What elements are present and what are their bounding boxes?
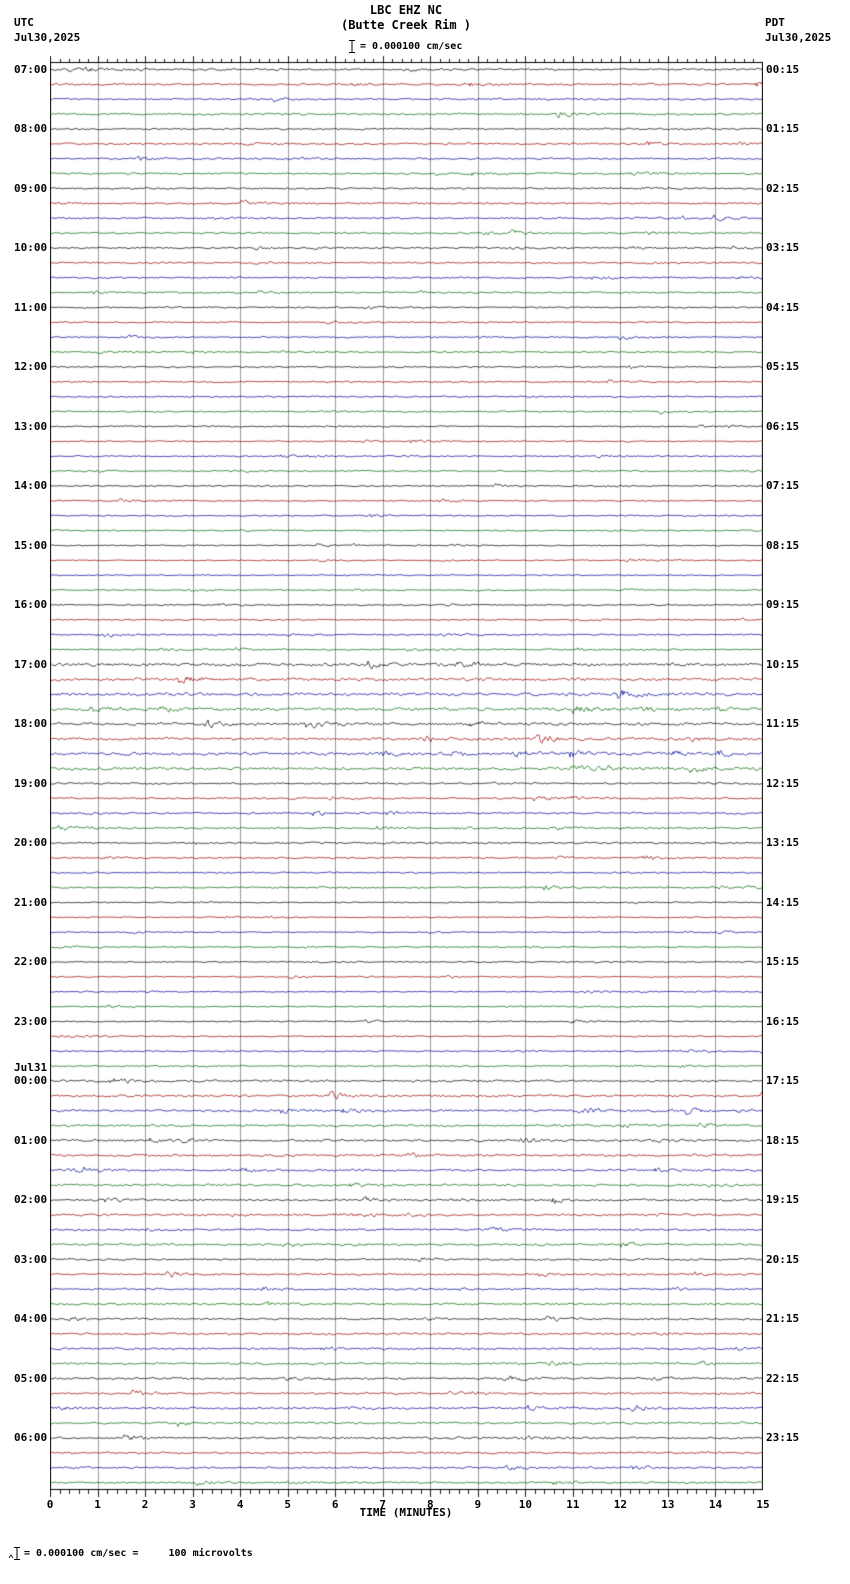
pdt-time-label: 20:15 [766,1252,800,1266]
utc-time-label: 13:00 [14,419,48,433]
utc-time-label: 05:00 [14,1371,48,1385]
amplitude-scale-header: = 0.000100 cm/sec [348,39,462,54]
utc-time-label: 08:00 [14,122,48,136]
utc-time-label: 19:00 [14,776,48,790]
x-tick-label: 2 [141,1498,149,1511]
amplitude-scale-footer: = 0.000100 cm/sec = 100 microvolts [8,1546,253,1561]
pdt-time-label: 19:15 [766,1193,800,1207]
x-axis-label: TIME (MINUTES) [359,1506,453,1519]
pdt-time-label: 16:15 [766,1014,800,1028]
x-tick-label: 12 [613,1498,628,1511]
utc-time-label: 10:00 [14,241,48,255]
x-tick-label: 14 [708,1498,723,1511]
pdt-time-label: 13:15 [766,836,800,850]
scale-bar-icon [349,40,355,53]
utc-time-label: 11:00 [14,300,48,314]
utc-time-label: 15:00 [14,538,48,552]
pdt-time-label: 09:15 [766,598,800,612]
pdt-time-label: 10:15 [766,657,800,671]
utc-time-label: 21:00 [14,895,48,909]
utc-time-label: 03:00 [14,1252,48,1266]
pdt-time-label: 00:15 [766,62,800,76]
utc-time-label: 17:00 [14,657,48,671]
pdt-time-label: 21:15 [766,1312,800,1326]
pdt-time-label: 14:15 [766,895,800,909]
pdt-time-label: 22:15 [766,1371,800,1385]
utc-time-label: 04:00 [14,1312,48,1326]
pdt-time-label: 18:15 [766,1133,800,1147]
x-tick-label: 13 [661,1498,675,1511]
utc-time-label: 12:00 [14,360,48,374]
x-tick-label: 1 [94,1498,101,1511]
utc-time-label: 06:00 [14,1431,48,1445]
utc-time-label: 09:00 [14,181,48,195]
x-tick-label: 9 [474,1498,482,1511]
utc-time-label: 22:00 [14,955,48,969]
pdt-time-label: 12:15 [766,776,800,790]
x-tick-label: 10 [518,1498,532,1511]
utc-tz-label: UTC [14,16,34,29]
pdt-tz-label: PDT [765,16,785,29]
pdt-time-label: 07:15 [766,479,800,493]
amplitude-scale-footer-text: = 0.000100 cm/sec = 100 microvolts [24,1548,253,1559]
pdt-time-label: 05:15 [766,360,800,374]
pdt-time-label: 23:15 [766,1431,800,1445]
x-tick-label: 3 [189,1498,196,1511]
x-tick-label: 0 [46,1498,54,1511]
utc-time-label: 02:00 [14,1193,48,1207]
pdt-time-label: 02:15 [766,181,800,195]
x-tick-label: 4 [236,1498,244,1511]
x-tick-label: 6 [331,1498,339,1511]
pdt-time-label: 04:15 [766,300,800,314]
utc-time-label: 07:00 [14,62,48,76]
x-tick-label: 5 [284,1498,291,1511]
pdt-time-label: 15:15 [766,955,800,969]
pdt-time-label: 06:15 [766,419,800,433]
pdt-time-label: 17:15 [766,1074,800,1088]
utc-time-label: 18:00 [14,717,48,731]
x-tick-label: 7 [379,1498,387,1511]
pdt-date-label: Jul30,2025 [765,31,832,44]
station-location: (Butte Creek Rim ) [340,18,472,32]
utc-time-label: 16:00 [14,598,48,612]
utc-time-label: 14:00 [14,479,48,493]
utc-date-label: Jul30,2025 [14,31,81,44]
utc-time-label: 01:00 [14,1133,48,1147]
seismogram-canvas [50,54,763,1498]
utc-time-label: 23:00 [14,1014,48,1028]
station-title: LBC EHZ NC [369,3,443,17]
utc-time-label: Jul31 00:00 [14,1061,48,1088]
scale-bar-icon [8,1547,20,1560]
utc-time-label: 20:00 [14,836,48,850]
x-tick-label: 11 [566,1498,580,1511]
pdt-time-label: 01:15 [766,122,800,136]
pdt-time-label: 11:15 [766,717,800,731]
x-tick-label: 8 [426,1498,434,1511]
pdt-time-label: 03:15 [766,241,800,255]
pdt-time-label: 08:15 [766,538,800,552]
amplitude-scale-header-text: = 0.000100 cm/sec [360,41,463,52]
x-tick-label: 15 [756,1498,770,1511]
